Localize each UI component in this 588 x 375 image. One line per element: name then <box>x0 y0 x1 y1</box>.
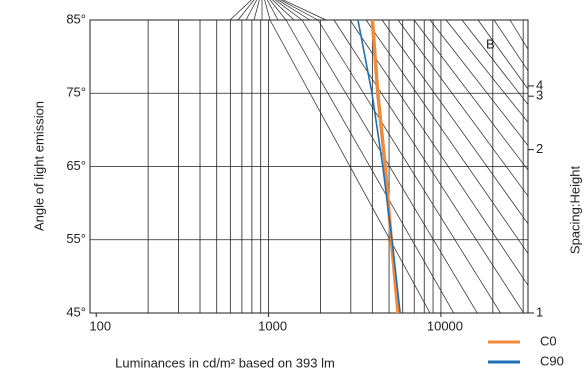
fan-line <box>365 19 528 255</box>
x-tick-label: 10000 <box>427 318 463 333</box>
fan-line <box>279 0 319 21</box>
fan-line <box>282 0 327 21</box>
y-tick-label: 75° <box>66 85 86 100</box>
legend-label: C0 <box>540 333 557 348</box>
x-tick-label: 1000 <box>258 318 287 333</box>
series-line <box>357 19 401 314</box>
fan-line <box>245 0 258 21</box>
fan-line <box>333 19 525 313</box>
x-tick-label: 100 <box>89 318 111 333</box>
y-tick-label: 65° <box>66 158 86 173</box>
fan-line <box>301 19 478 313</box>
fan-line <box>272 0 295 21</box>
plot-frame <box>89 19 529 314</box>
fan-line <box>264 0 271 21</box>
fan-line <box>397 19 528 197</box>
fan-line <box>277 0 311 21</box>
x-axis-title: Luminances in cd/m² based on 393 lm <box>115 355 335 370</box>
fan-line <box>349 19 528 286</box>
fan-line <box>285 19 455 313</box>
fan-line <box>477 19 528 90</box>
fan-line <box>253 0 260 21</box>
y-axis-title: Angle of light emission <box>31 101 46 231</box>
fan-line <box>429 19 528 147</box>
y2-tick-label: 3 <box>536 88 543 103</box>
fan-line <box>237 0 255 21</box>
fan-line <box>461 19 528 106</box>
fan-line <box>229 0 252 21</box>
y2-tick-label: 4 <box>536 77 543 92</box>
y-tick-label: 55° <box>66 231 86 246</box>
y2-tick-label: 1 <box>536 304 543 319</box>
annotation: B <box>486 36 495 51</box>
y2-axis-title: Spacing:Height <box>567 166 582 255</box>
y-tick-label: 45° <box>66 304 86 319</box>
fan-line <box>269 0 287 21</box>
fan-line <box>413 19 528 171</box>
series-line <box>370 19 400 314</box>
fan-line <box>317 19 501 313</box>
fan-line <box>266 0 279 21</box>
fan-lines <box>229 0 528 313</box>
fan-line <box>274 0 303 21</box>
y-tick-label: 85° <box>66 11 86 26</box>
fan-line <box>381 19 528 225</box>
fan-line <box>445 19 528 123</box>
y2-tick-label: 2 <box>536 141 543 156</box>
legend-label: C90 <box>540 353 564 368</box>
